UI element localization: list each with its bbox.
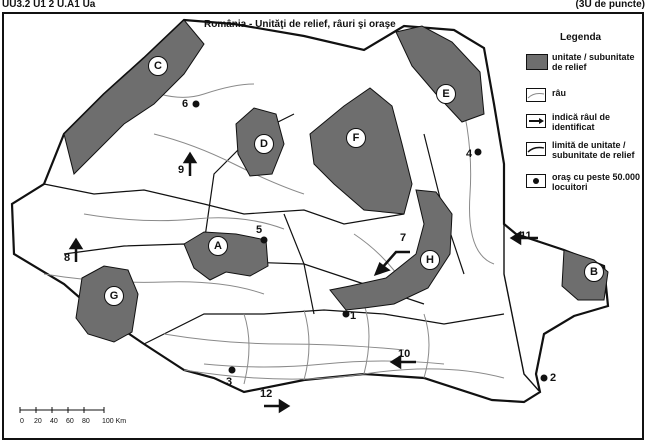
- map-title: România - Unităţi de relief, râuri şi or…: [204, 19, 396, 30]
- arrow-12: [264, 398, 291, 414]
- boundary-swatch-icon: [526, 142, 546, 156]
- city-swatch-icon: [526, 174, 546, 188]
- relief-unit-h: [329, 189, 453, 311]
- cities: [192, 100, 548, 382]
- legend-label-boundary: limită de unitate / subunitate de relief: [552, 140, 635, 160]
- number-label-7: 7: [400, 232, 407, 244]
- number-label-9: 9: [178, 164, 185, 176]
- label-g: G: [104, 286, 124, 306]
- city-2: [540, 374, 548, 382]
- arrow-10: [389, 354, 416, 370]
- number-label-12: 12: [260, 388, 273, 400]
- arrow-11: [509, 230, 538, 246]
- city-4: [474, 148, 482, 156]
- header-right-text: (3U de puncte): [575, 0, 645, 10]
- number-label-11: 11: [520, 230, 532, 242]
- relief-unit-c: [63, 19, 205, 175]
- arrow-swatch-icon: [526, 114, 546, 128]
- number-label-8: 8: [64, 252, 71, 264]
- number-label-2: 2: [550, 372, 557, 384]
- scale-tick-100: 100 Km: [102, 418, 127, 425]
- city-5: [260, 236, 268, 244]
- label-f: F: [346, 128, 366, 148]
- legend-item-boundary: limită de unitate / subunitate de relief: [524, 140, 644, 170]
- relief-unit-a: [183, 231, 269, 281]
- relief-unit-f: [309, 87, 413, 215]
- scale-bar: [19, 407, 105, 413]
- header-bar: UU3.2 U1 2 U.A1 Ua (3U de puncte): [0, 0, 649, 12]
- city-1: [342, 310, 350, 318]
- label-a: A: [208, 236, 228, 256]
- relief-swatch-icon: [526, 54, 548, 70]
- number-label-5: 5: [256, 224, 263, 236]
- label-e: E: [436, 84, 456, 104]
- city-3: [228, 366, 236, 374]
- scale-tick-40: 40: [50, 418, 58, 425]
- legend-title: Legenda: [560, 32, 602, 43]
- label-c: C: [148, 56, 168, 76]
- arrow-7: [373, 250, 410, 277]
- map-frame: România - Unităţi de relief, râuri şi or…: [2, 12, 644, 440]
- scale-tick-80: 80: [82, 418, 90, 425]
- coast-line: [503, 224, 541, 393]
- country-outline: [10, 18, 610, 404]
- legend-label-city: oraş cu peste 50.000 locuitori: [552, 172, 641, 192]
- label-d: D: [254, 134, 274, 154]
- legend-label-relief: unitate / subunitate de relief: [552, 52, 635, 72]
- scale-tick-0: 0: [20, 418, 24, 425]
- legend-label-arrow: indică râul de identificat: [552, 112, 611, 132]
- legend-label-river: râu: [552, 88, 567, 98]
- legend-item-relief: unitate / subunitate de relief: [524, 52, 644, 82]
- river-swatch-icon: [526, 88, 546, 102]
- number-label-1: 1: [350, 310, 357, 322]
- header-left-text: UU3.2 U1 2 U.A1 Ua: [2, 0, 96, 10]
- number-label-10: 10: [398, 348, 411, 360]
- label-h: H: [420, 250, 440, 270]
- legend-item-arrow: indică râul de identificat: [524, 112, 644, 142]
- legend-item-river: râu: [524, 88, 644, 118]
- legend-item-city: oraş cu peste 50.000 locuitori: [524, 172, 644, 202]
- relief-unit-e: [395, 25, 485, 123]
- river-arrows: [68, 151, 538, 414]
- label-b: B: [584, 262, 604, 282]
- number-label-4: 4: [466, 148, 473, 160]
- scale-tick-20: 20: [34, 418, 42, 425]
- scale-tick-60: 60: [66, 418, 74, 425]
- number-label-3: 3: [226, 376, 233, 388]
- arrow-8: [68, 237, 84, 262]
- arrow-9: [182, 151, 198, 176]
- number-label-6: 6: [182, 98, 189, 110]
- city-6: [192, 100, 200, 108]
